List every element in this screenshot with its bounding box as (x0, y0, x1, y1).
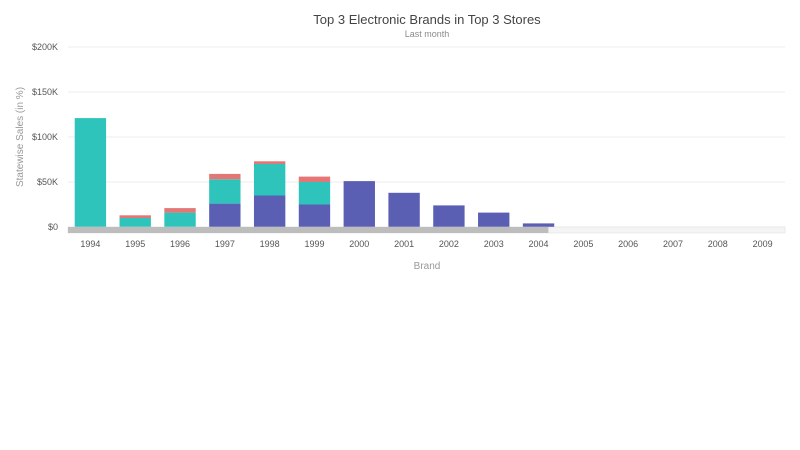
x-tick-label: 2004 (529, 239, 549, 249)
chart-subtitle: Last month (405, 29, 450, 39)
y-tick-label: $0 (48, 222, 58, 232)
bar-segment[interactable] (253, 161, 286, 164)
x-tick-label: 2005 (573, 239, 593, 249)
x-tick-label: 1996 (170, 239, 190, 249)
bar-segment[interactable] (119, 218, 151, 227)
bar-segment[interactable] (388, 192, 420, 227)
bar-segment[interactable] (522, 223, 555, 227)
scrollbar-thumb[interactable] (68, 227, 549, 233)
x-tick-label: 1995 (125, 239, 145, 249)
bar-segment[interactable] (478, 212, 510, 227)
y-axis-title: Statewise Sales (in %) (15, 87, 26, 187)
bar-segment[interactable] (298, 204, 331, 228)
bar-segment[interactable] (298, 182, 331, 205)
x-tick-label: 1999 (304, 239, 324, 249)
x-tick-label: 1997 (215, 239, 235, 249)
x-tick-label: 2001 (394, 239, 414, 249)
x-tick-label: 2003 (484, 239, 504, 249)
x-tick-label: 1998 (260, 239, 280, 249)
bar-segment[interactable] (164, 212, 196, 227)
y-tick-label: $100K (32, 132, 58, 142)
x-tick-label: 1994 (80, 239, 100, 249)
bar-segment[interactable] (209, 179, 241, 204)
bar-segment[interactable] (343, 181, 375, 227)
bar-segment[interactable] (253, 164, 286, 196)
x-tick-label: 2009 (753, 239, 773, 249)
bar-segment[interactable] (433, 205, 465, 227)
bar-segment[interactable] (164, 208, 196, 213)
y-tick-label: $150K (32, 87, 58, 97)
x-axis-title: Brand (414, 261, 441, 272)
x-tick-label: 2002 (439, 239, 459, 249)
bar-segment[interactable] (253, 195, 286, 228)
bar-segment[interactable] (209, 203, 241, 227)
chart-title: Top 3 Electronic Brands in Top 3 Stores (313, 12, 541, 27)
x-tick-label: 2008 (708, 239, 728, 249)
x-tick-label: 2006 (618, 239, 638, 249)
x-tick-label: 2000 (349, 239, 369, 249)
bar-segment[interactable] (209, 173, 241, 180)
x-tick-label: 2007 (663, 239, 683, 249)
y-tick-label: $200K (32, 42, 58, 52)
bar-segment[interactable] (298, 176, 331, 182)
bar-segment[interactable] (74, 118, 107, 227)
y-tick-label: $50K (37, 177, 58, 187)
bar-segment[interactable] (119, 215, 151, 218)
